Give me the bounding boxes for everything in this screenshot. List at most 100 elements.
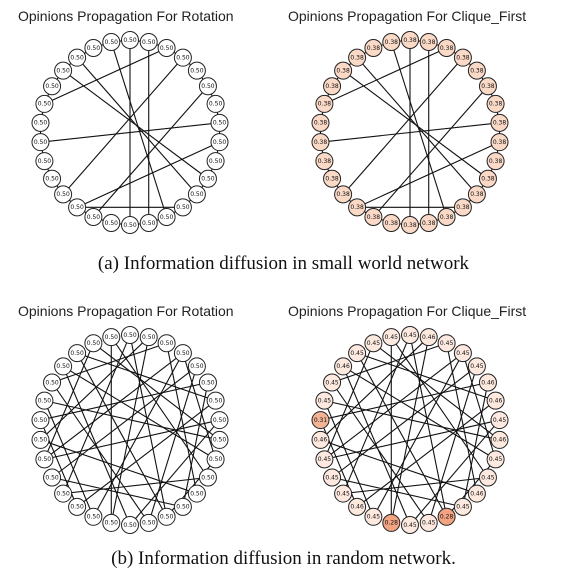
node-value: 0.50: [142, 520, 156, 527]
node-circle: [453, 344, 472, 363]
node-circle: [467, 484, 486, 503]
node-value: 0.50: [105, 220, 119, 227]
node-value: 0.50: [209, 158, 223, 165]
node-value: 0.38: [481, 83, 495, 90]
node-circle: [334, 61, 353, 80]
network-node: 0.50: [206, 94, 225, 113]
network-node: 0.38: [334, 185, 353, 204]
edge: [356, 141, 500, 208]
network-node: 0.45: [467, 357, 486, 376]
node-value: 0.50: [105, 520, 119, 527]
node-value: 0.45: [336, 490, 350, 497]
network-node: 0.50: [84, 38, 103, 57]
node-value: 0.45: [489, 456, 503, 463]
network-node: 0.38: [364, 38, 383, 57]
node-value: 0.38: [318, 101, 332, 108]
node-value: 0.50: [209, 397, 223, 404]
network-node: 0.38: [334, 61, 353, 80]
node-value: 0.50: [160, 514, 174, 521]
node-circle: [187, 185, 206, 204]
node-circle: [453, 198, 472, 217]
network-node: 0.38: [364, 208, 383, 227]
node-value: 0.46: [481, 379, 495, 386]
node-circle: [35, 152, 54, 171]
network-node: 0.38: [419, 33, 438, 52]
node-value: 0.38: [350, 204, 364, 211]
node-value: 0.50: [142, 39, 156, 46]
node-value: 0.50: [201, 379, 215, 386]
edge: [40, 336, 150, 441]
node-value: 0.50: [160, 214, 174, 221]
edge: [76, 352, 216, 402]
node-value: 0.50: [176, 54, 190, 61]
network-node: 0.50: [31, 133, 50, 152]
node-circle: [401, 216, 419, 234]
node-value: 0.50: [213, 437, 227, 444]
network-node: 0.50: [43, 169, 62, 188]
edge: [62, 70, 209, 180]
node-circle: [206, 94, 225, 113]
network-node: 0.50: [198, 169, 217, 188]
network-node: 0.50: [121, 216, 139, 234]
network-node: 0.38: [401, 216, 419, 234]
network-node: 0.50: [54, 357, 73, 376]
panel-title-rand-clique: Opinions Propagation For Clique_First: [288, 303, 527, 319]
node-circle: [206, 391, 225, 410]
node-value: 0.38: [489, 158, 503, 165]
node-circle: [35, 94, 54, 113]
node-value: 0.50: [34, 417, 48, 424]
node-circle: [419, 328, 438, 347]
network-node: 0.50: [68, 48, 87, 67]
node-value: 0.50: [123, 332, 137, 339]
network-node: 0.50: [121, 516, 139, 534]
edge: [462, 382, 489, 507]
node-circle: [173, 48, 192, 67]
edge: [62, 365, 216, 460]
node-circle: [139, 33, 158, 52]
node-value: 0.50: [190, 191, 204, 198]
edge: [372, 352, 464, 518]
node-value: 0.38: [456, 204, 470, 211]
network-node: 0.46: [419, 328, 438, 347]
node-circle: [84, 38, 103, 57]
node-value: 0.38: [385, 220, 399, 227]
network-node: 0.38: [323, 169, 342, 188]
node-value: 0.50: [201, 176, 215, 183]
node-value: 0.50: [45, 83, 59, 90]
node-value: 0.38: [470, 191, 484, 198]
nodes: 0.50 0.500.500.500.500.500.500.500.500.50…: [31, 326, 229, 534]
network-node: 0.38: [311, 133, 330, 152]
node-circle: [35, 450, 54, 469]
node-value: 0.50: [34, 120, 48, 127]
node-circle: [315, 152, 334, 171]
node-circle: [31, 411, 50, 430]
node-circle: [210, 430, 229, 449]
node-circle: [490, 411, 509, 430]
node-value: 0.38: [403, 222, 417, 229]
node-circle: [364, 507, 383, 526]
node-value: 0.50: [34, 437, 48, 444]
node-value: 0.50: [201, 83, 215, 90]
node-value: 0.45: [367, 340, 381, 347]
edge: [324, 419, 500, 460]
node-value: 0.45: [367, 514, 381, 521]
edge: [92, 352, 184, 518]
node-circle: [206, 450, 225, 469]
node-value: 0.50: [123, 222, 137, 229]
node-value: 0.50: [38, 158, 52, 165]
edge: [44, 400, 220, 441]
node-circle: [315, 94, 334, 113]
network-node: 0.50: [206, 391, 225, 410]
node-circle: [35, 391, 54, 410]
node-circle: [198, 77, 217, 96]
node-value: 0.45: [456, 350, 470, 357]
node-circle: [121, 216, 139, 234]
node-circle: [43, 169, 62, 188]
node-value: 0.50: [38, 397, 52, 404]
network-node: 0.31: [311, 411, 330, 430]
network-node: 0.45: [323, 468, 342, 487]
network-node: 0.38: [486, 152, 505, 171]
network-node: 0.50: [187, 61, 206, 80]
node-value: 0.50: [34, 139, 48, 146]
network-node: 0.38: [401, 31, 419, 49]
